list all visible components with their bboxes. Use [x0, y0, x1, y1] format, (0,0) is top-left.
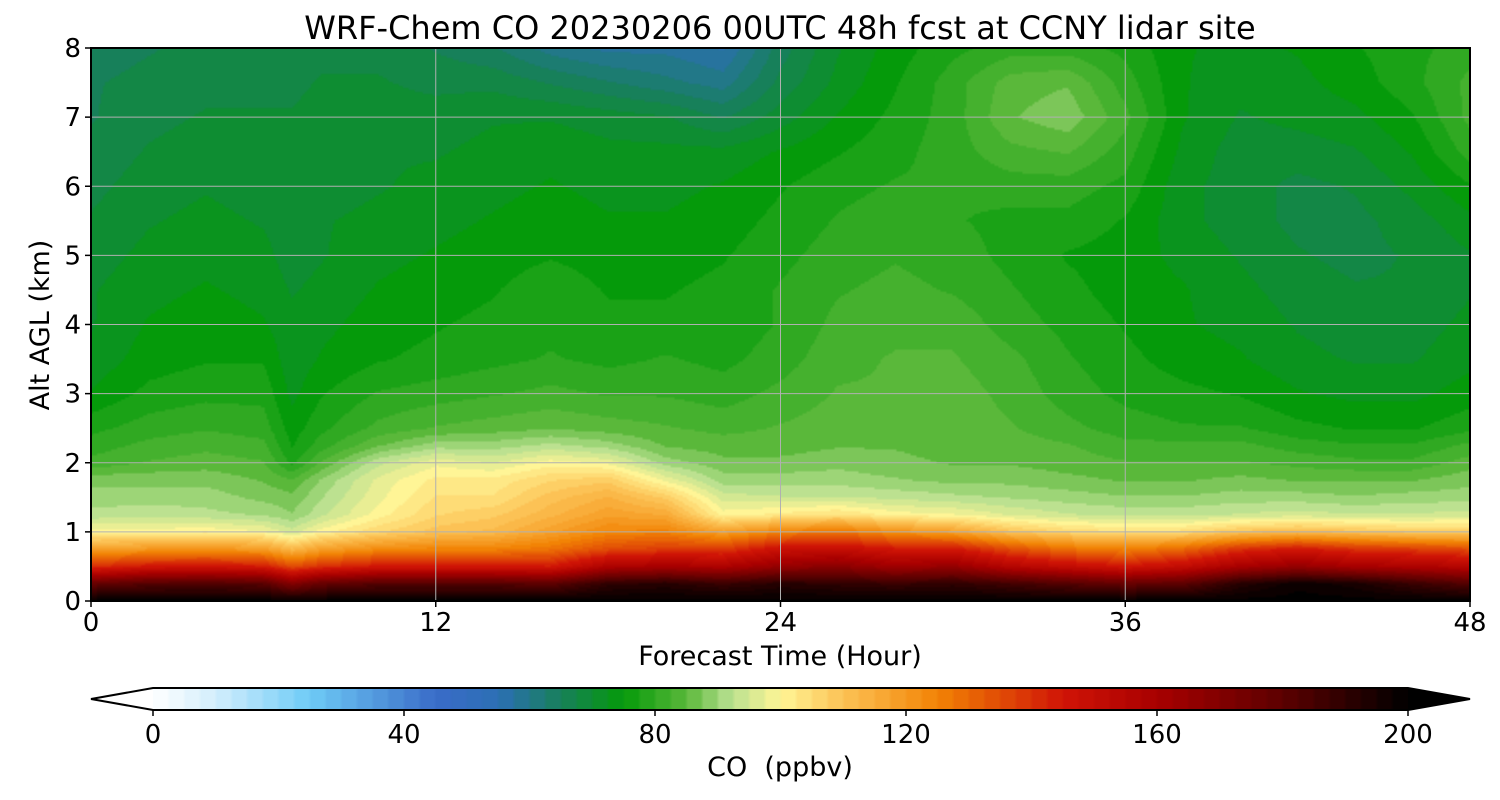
colorbar-tick-label: 200	[1383, 720, 1433, 750]
y-tick-label: 6	[64, 172, 81, 202]
colorbar-label: CO (ppbv)	[707, 752, 853, 783]
colorbar-gradient	[153, 688, 1408, 710]
grid-lines	[91, 48, 1470, 601]
colorbar-over-arrow	[1408, 688, 1470, 710]
colorbar-tick-label: 80	[638, 720, 671, 750]
colorbar: 0 40 80 120 160 200 CO (ppbv)	[90, 687, 1471, 783]
x-tick-label: 24	[764, 608, 797, 638]
colorbar-tick-label: 120	[881, 720, 931, 750]
colorbar-tick-label: 40	[387, 720, 420, 750]
y-tick-label: 1	[64, 518, 81, 548]
colorbar-ticks: 0 40 80 120 160 200	[145, 710, 1433, 750]
y-tick-label: 5	[64, 241, 81, 271]
x-tick-label: 0	[83, 608, 100, 638]
x-tick-label: 48	[1453, 608, 1486, 638]
colorbar-tick-label: 160	[1132, 720, 1182, 750]
y-tick-label: 8	[64, 34, 81, 64]
x-tick-label: 12	[419, 608, 452, 638]
y-tick-label: 2	[64, 449, 81, 479]
x-axis: 0 12 24 36 48	[83, 601, 1487, 638]
y-tick-label: 7	[64, 103, 81, 133]
y-axis: 0 1 2 3 4 5 6 7 8	[64, 34, 91, 617]
y-tick-label: 3	[64, 380, 81, 410]
y-axis-label: Alt AGL (km)	[25, 240, 56, 411]
colorbar-tick-label: 0	[145, 720, 162, 750]
y-tick-label: 0	[64, 587, 81, 617]
plot-area	[91, 48, 1470, 601]
x-axis-label: Forecast Time (Hour)	[638, 641, 922, 672]
chart-title: WRF-Chem CO 20230206 00UTC 48h fcst at C…	[304, 9, 1255, 47]
colorbar-under-arrow	[91, 688, 153, 710]
y-tick-label: 4	[64, 311, 81, 341]
x-tick-label: 36	[1109, 608, 1142, 638]
